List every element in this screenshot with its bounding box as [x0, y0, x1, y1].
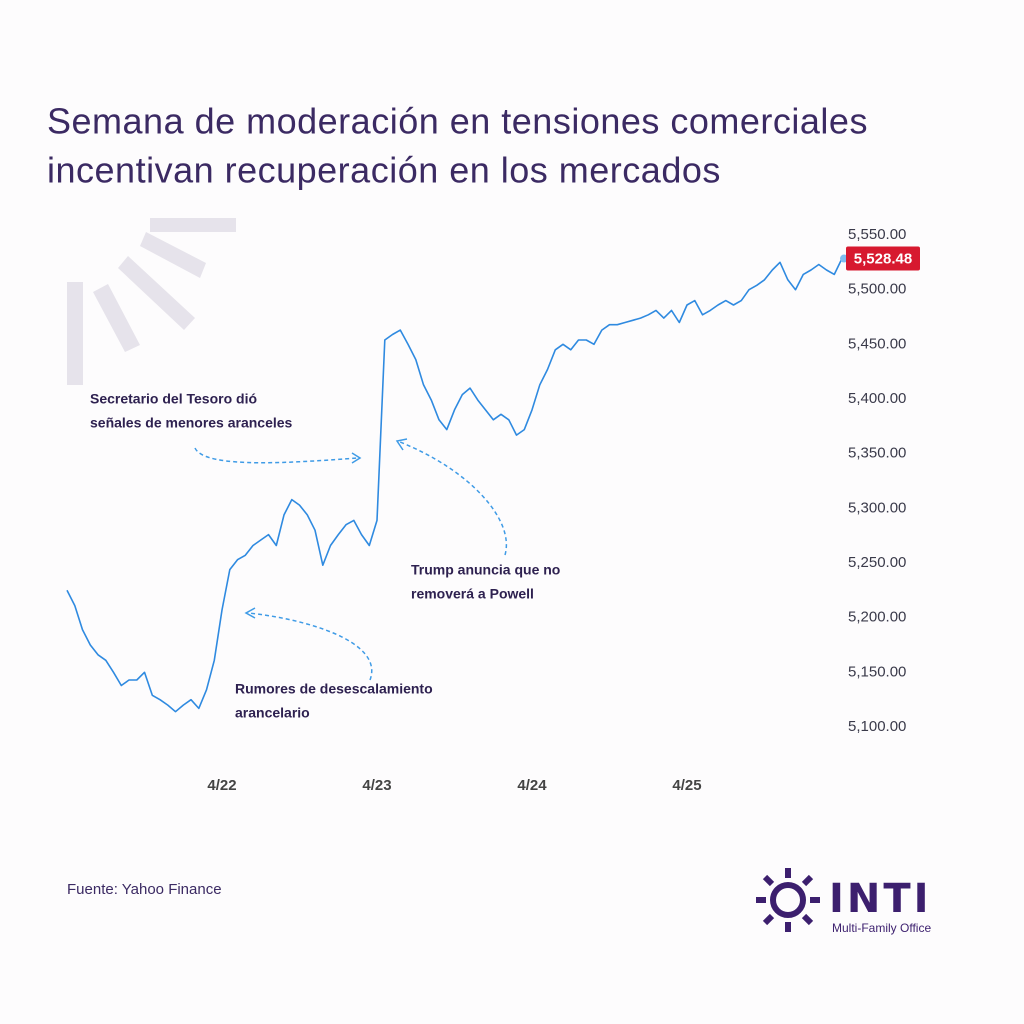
y-tick-label: 5,300.00: [848, 499, 906, 516]
source: Fuente: Yahoo Finance: [67, 881, 222, 898]
annotation: señales de menores aranceles: [90, 415, 293, 431]
annotation: removerá a Powell: [411, 586, 534, 602]
y-tick-label: 5,550.00: [848, 226, 906, 243]
arrow-head: [244, 607, 256, 619]
x-tick-label: 4/22: [207, 777, 236, 794]
arrow-head: [351, 452, 362, 464]
title-line: Semana de moderación en tensiones comerc…: [47, 101, 868, 142]
annotation: Rumores de desescalamiento: [235, 681, 433, 697]
price-badge-label: 5,528.48: [854, 250, 912, 267]
x-tick-label: 4/23: [362, 777, 391, 794]
arrow-head: [395, 438, 408, 451]
x-tick-label: 4/24: [517, 777, 547, 794]
y-tick-label: 5,450.00: [848, 335, 906, 352]
y-tick-label: 5,100.00: [848, 718, 906, 735]
annotation: arancelario: [235, 705, 310, 721]
price-badge: [846, 246, 920, 271]
title-line: incentivan recuperación en los mercados: [47, 150, 721, 191]
y-tick-label: 5,150.00: [848, 663, 906, 680]
annotation: Secretario del Tesoro dió: [90, 391, 257, 407]
annotation-arrow: [194, 447, 359, 464]
annotation-arrow: [399, 441, 508, 556]
annotation: Trump anuncia que no: [411, 562, 560, 578]
y-tick-label: 5,350.00: [848, 445, 906, 462]
logo-name: INTI: [829, 876, 932, 922]
y-tick-label: 5,400.00: [848, 390, 906, 407]
logo-icon: [756, 868, 820, 932]
logo-tagline: Multi-Family Office: [832, 921, 931, 935]
y-tick-label: 5,500.00: [848, 281, 906, 298]
y-tick-label: 5,250.00: [848, 554, 906, 571]
decorative-sun: [67, 218, 236, 385]
annotation-arrow: [247, 612, 373, 681]
x-tick-label: 4/25: [672, 777, 701, 794]
price-line: [66, 258, 843, 713]
y-tick-label: 5,200.00: [848, 609, 906, 626]
